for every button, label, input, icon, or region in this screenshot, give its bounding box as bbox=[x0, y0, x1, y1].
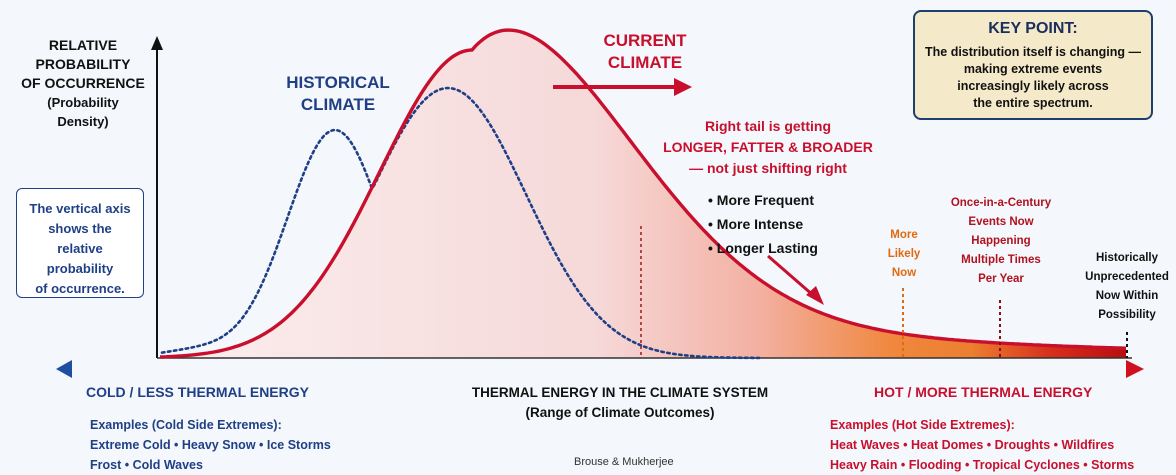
x-axis-title: THERMAL ENERGY IN THE CLIMATE SYSTEM (Ra… bbox=[410, 383, 830, 423]
key-point-line-3: increasingly likely across bbox=[957, 79, 1109, 93]
tail-pointer-arrow bbox=[767, 254, 815, 298]
key-point-line-1: The distribution itself is changing — bbox=[925, 45, 1141, 59]
callout-line-1: The vertical axis bbox=[29, 201, 131, 216]
callout-line-3: relative probability bbox=[46, 241, 114, 276]
credit-text: Brouse & Mukherjee bbox=[574, 456, 674, 468]
more-likely-line-2: Likely bbox=[887, 248, 921, 260]
century-line-3: Happening bbox=[971, 235, 1031, 247]
tail-item-intense: More Intense bbox=[708, 212, 868, 236]
unprecedented-line-1: Historically bbox=[1096, 252, 1158, 264]
century-line-4: Multiple Times bbox=[961, 254, 1041, 266]
cold-examples-title: Examples (Cold Side Extremes): bbox=[90, 418, 282, 432]
tail-item-frequent: More Frequent bbox=[708, 188, 868, 212]
tail-pointer-arrowhead bbox=[806, 286, 824, 305]
current-climate-area bbox=[160, 30, 1126, 358]
key-point-title: KEY POINT: bbox=[988, 20, 1078, 37]
century-line-5: Per Year bbox=[978, 273, 1024, 285]
key-point-line-2: making extreme events bbox=[963, 62, 1103, 76]
century-line-2: Events Now bbox=[968, 216, 1034, 228]
historical-label-line-1: HISTORICAL bbox=[286, 73, 390, 92]
cold-examples: Examples (Cold Side Extremes): Extreme C… bbox=[90, 415, 331, 475]
more-likely-label: More Likely Now bbox=[876, 226, 932, 283]
tail-note-line-1: Right tail is getting bbox=[705, 118, 831, 134]
historical-climate-curve bbox=[160, 86, 761, 360]
tail-characteristics-list: More Frequent More Intense Longer Lastin… bbox=[708, 188, 868, 260]
century-events-label: Once-in-a-Century Events Now Happening M… bbox=[944, 194, 1058, 289]
cold-examples-line-2: Frost • Cold Waves bbox=[90, 458, 203, 472]
current-climate-label: CURRENT CLIMATE bbox=[575, 30, 715, 74]
right-tail-note: Right tail is getting LONGER, FATTER & B… bbox=[652, 116, 884, 179]
unprecedented-line-4: Possibility bbox=[1098, 309, 1156, 321]
tail-item-lasting: Longer Lasting bbox=[708, 236, 868, 260]
current-label-line-2: CLIMATE bbox=[607, 53, 683, 72]
callout-line-4: of occurrence. bbox=[35, 281, 125, 296]
historical-label-line-2: CLIMATE bbox=[300, 95, 376, 114]
more-likely-line-1: More bbox=[890, 229, 918, 241]
x-axis-subtitle: (Range of Climate Outcomes) bbox=[525, 405, 715, 420]
cold-axis-label: COLD / LESS THERMAL ENERGY bbox=[86, 384, 309, 400]
unprecedented-line-2: Unprecedented bbox=[1085, 271, 1169, 283]
current-shift-arrowhead bbox=[674, 78, 692, 96]
unprecedented-label: Historically Unprecedented Now Within Po… bbox=[1080, 249, 1174, 325]
more-likely-line-3: Now bbox=[891, 267, 917, 279]
current-label-line-1: CURRENT bbox=[603, 31, 687, 50]
unprecedented-line-3: Now Within bbox=[1095, 290, 1159, 302]
y-axis-title-line-2: PROBABILITY bbox=[35, 56, 131, 72]
y-axis-subtitle-line-1: (Probability bbox=[47, 95, 119, 110]
tail-note-line-2: LONGER, FATTER & BROADER bbox=[663, 139, 873, 155]
callout-line-2: shows the bbox=[48, 221, 112, 236]
key-point-box: KEY POINT: The distribution itself is ch… bbox=[913, 10, 1153, 120]
x-axis-title-main: THERMAL ENERGY IN THE CLIMATE SYSTEM bbox=[471, 385, 769, 400]
axis-left-arrowhead bbox=[56, 360, 72, 378]
historical-climate-label: HISTORICAL CLIMATE bbox=[268, 72, 408, 116]
current-climate-curve bbox=[159, 28, 1127, 359]
hot-examples-line-1: Heat Waves • Heat Domes • Droughts • Wil… bbox=[830, 438, 1115, 452]
hot-examples-line-2: Heavy Rain • Flooding • Tropical Cyclone… bbox=[830, 458, 1135, 472]
axis-right-arrowhead bbox=[1126, 360, 1144, 378]
y-axis-title-line-1: RELATIVE bbox=[48, 37, 118, 53]
vertical-axis-callout: The vertical axis shows the relative pro… bbox=[16, 188, 144, 298]
tail-note-line-3: — not just shifting right bbox=[689, 160, 847, 176]
hot-axis-label: HOT / MORE THERMAL ENERGY bbox=[874, 384, 1093, 400]
y-axis-title-line-3: OF OCCURRENCE bbox=[21, 75, 145, 91]
century-line-1: Once-in-a-Century bbox=[950, 197, 1052, 209]
hot-examples: Examples (Hot Side Extremes): Heat Waves… bbox=[830, 415, 1134, 475]
key-point-line-4: the entire spectrum. bbox=[973, 96, 1093, 110]
y-axis-subtitle-line-2: Density) bbox=[57, 114, 109, 129]
cold-examples-line-1: Extreme Cold • Heavy Snow • Ice Storms bbox=[90, 438, 331, 452]
hot-examples-title: Examples (Hot Side Extremes): bbox=[830, 418, 1015, 432]
y-axis-arrowhead bbox=[151, 36, 163, 50]
y-axis-label: RELATIVE PROBABILITY OF OCCURRENCE (Prob… bbox=[18, 36, 148, 131]
